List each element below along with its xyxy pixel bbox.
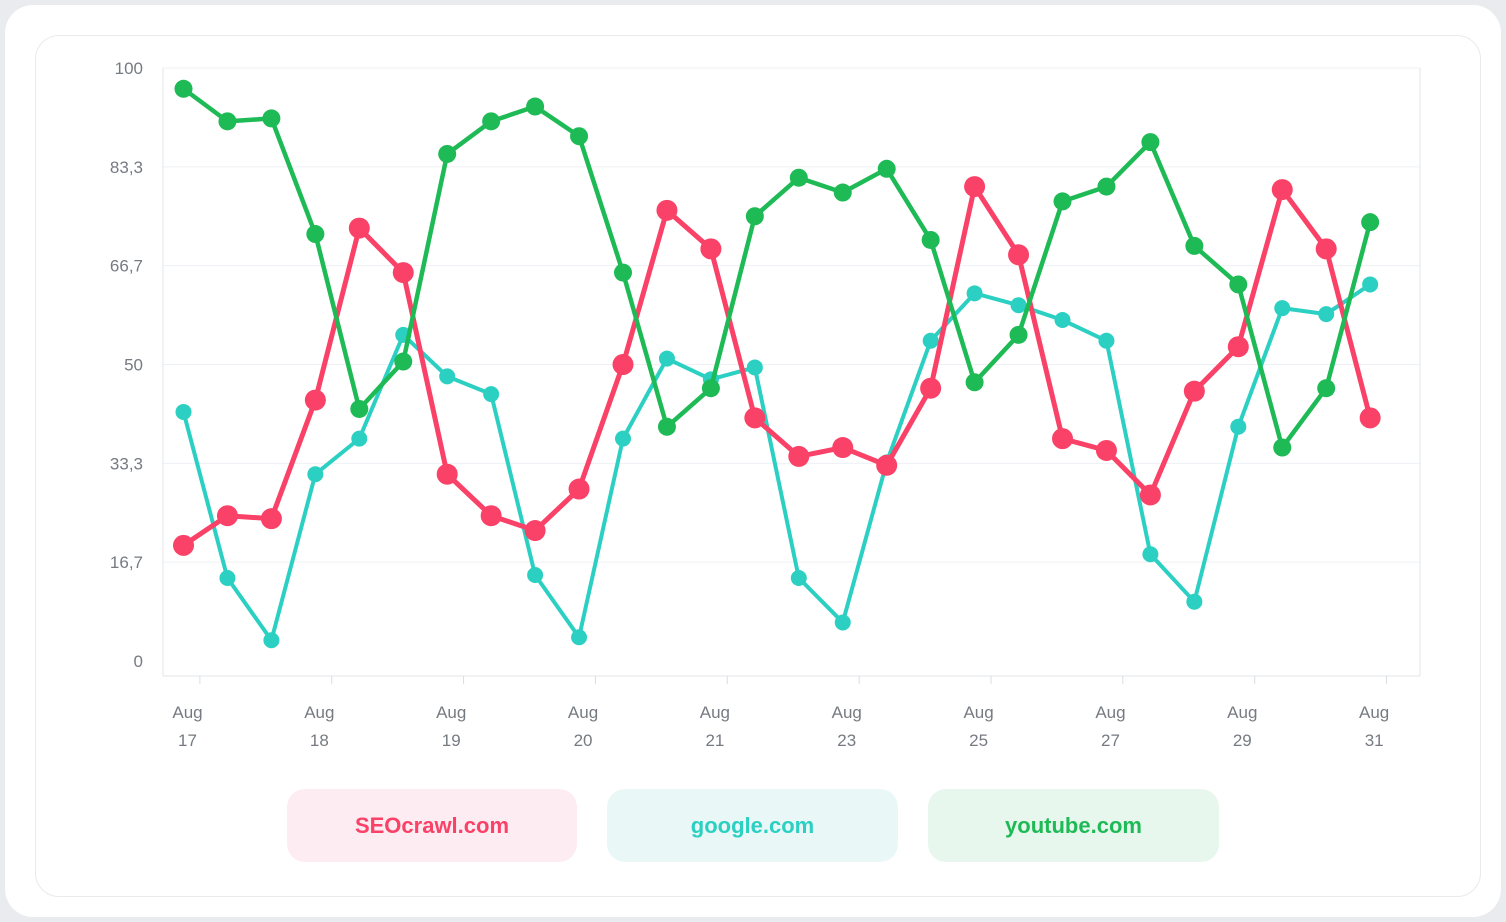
legend-label-seocrawl: SEOcrawl.com xyxy=(354,812,510,838)
legend-item-youtube[interactable]: youtube.com xyxy=(928,789,1219,862)
page-background xyxy=(5,5,1501,917)
legend-item-google[interactable]: google.com xyxy=(607,789,898,862)
chart-card xyxy=(35,35,1481,897)
legend-label-youtube: youtube.com xyxy=(1005,812,1142,838)
legend-label-google: google.com xyxy=(690,812,815,838)
legend-item-seocrawl[interactable]: SEOcrawl.com xyxy=(287,789,577,862)
